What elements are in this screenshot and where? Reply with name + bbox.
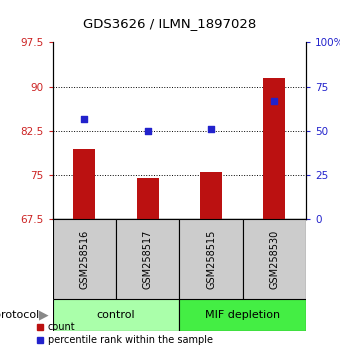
- Bar: [200, 172, 222, 219]
- Text: GDS3626 / ILMN_1897028: GDS3626 / ILMN_1897028: [83, 17, 257, 30]
- Text: GSM258515: GSM258515: [206, 230, 216, 289]
- Text: protocol: protocol: [0, 310, 39, 320]
- Bar: [137, 178, 159, 219]
- Bar: [53, 219, 116, 299]
- Text: control: control: [97, 310, 135, 320]
- Point: [82, 116, 87, 121]
- Point: [145, 128, 150, 134]
- Bar: [180, 219, 243, 299]
- Bar: [53, 299, 180, 331]
- Legend: count, percentile rank within the sample: count, percentile rank within the sample: [32, 319, 217, 349]
- Bar: [243, 219, 306, 299]
- Text: MIF depletion: MIF depletion: [205, 310, 280, 320]
- Text: GSM258517: GSM258517: [143, 230, 153, 289]
- Bar: [180, 299, 306, 331]
- Text: ▶: ▶: [39, 309, 49, 321]
- Text: GSM258530: GSM258530: [269, 230, 279, 289]
- Bar: [116, 219, 180, 299]
- Bar: [263, 78, 285, 219]
- Bar: [73, 149, 96, 219]
- Text: GSM258516: GSM258516: [79, 230, 89, 289]
- Point: [272, 98, 277, 104]
- Point: [208, 126, 214, 132]
